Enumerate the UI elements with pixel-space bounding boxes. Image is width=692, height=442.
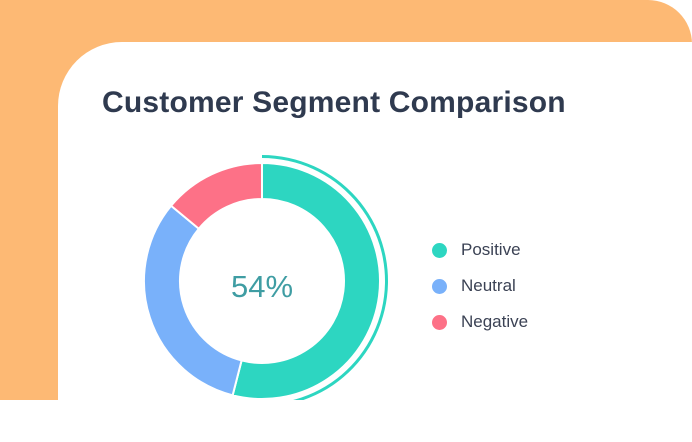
legend-item-neutral: Neutral (432, 268, 528, 304)
donut-chart: 54% (143, 155, 388, 400)
donut-slice-negative[interactable] (169, 161, 263, 231)
legend-label-positive: Positive (461, 240, 521, 259)
chart-legend: Positive Neutral Negative (432, 232, 528, 340)
chart-title: Customer Segment Comparison (102, 86, 566, 119)
legend-item-positive: Positive (432, 232, 528, 268)
donut-slice-neutral[interactable] (143, 204, 243, 397)
legend-label-neutral: Neutral (461, 276, 516, 295)
legend-swatch-positive (432, 242, 447, 258)
donut-slice-positive[interactable] (231, 161, 381, 400)
donut-slices (143, 155, 388, 400)
legend-item-negative: Negative (432, 304, 528, 340)
legend-swatch-negative (432, 314, 447, 330)
legend-label-negative: Negative (461, 312, 529, 331)
legend-swatch-neutral (432, 278, 447, 294)
center-percentage-label: 54% (231, 269, 293, 304)
